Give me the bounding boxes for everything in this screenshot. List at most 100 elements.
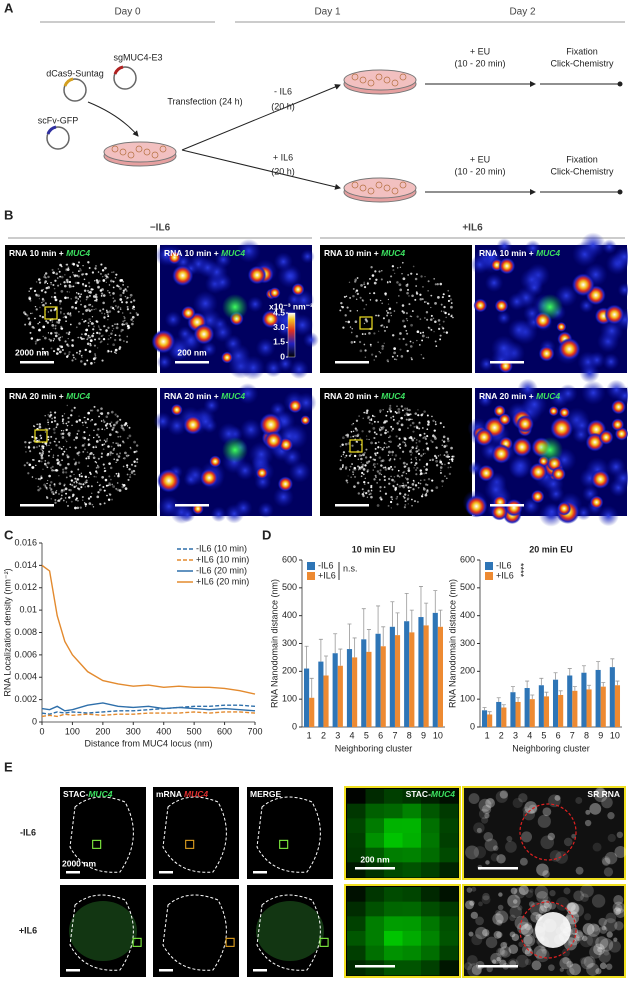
- density-blob: [179, 507, 196, 523]
- sr-spot: [117, 474, 120, 477]
- sr-spot: [64, 274, 66, 276]
- error-bar: [501, 704, 506, 708]
- sr-spot: [355, 334, 359, 338]
- sr-spot: [571, 833, 576, 839]
- cell: [143, 148, 151, 156]
- sr-spot: [404, 443, 407, 445]
- sr-spot: [106, 411, 110, 415]
- sr-spot: [94, 280, 96, 282]
- sr-spot: [59, 299, 62, 303]
- sr-spot: [78, 350, 82, 353]
- sr-spot: [411, 358, 413, 361]
- sr-spot: [130, 318, 133, 321]
- sr-spot: [373, 478, 376, 481]
- sr-spot: [40, 456, 44, 460]
- sr-spot: [549, 890, 556, 897]
- sr-spot: [362, 453, 365, 457]
- error-bar: [587, 684, 592, 690]
- pixel: [439, 931, 459, 947]
- sr-spot: [59, 275, 62, 278]
- sr-spot: [616, 831, 624, 839]
- x-tick-label: 7: [570, 730, 575, 740]
- sr-spot: [55, 331, 58, 335]
- sr-spot: [385, 429, 387, 432]
- density-blob: [507, 292, 526, 311]
- sr-spot: [45, 286, 48, 290]
- sr-spot: [63, 413, 66, 415]
- sr-spot: [33, 426, 36, 428]
- sr-spot: [394, 486, 398, 490]
- sr-spot: [408, 408, 411, 412]
- sr-spot: [82, 265, 84, 267]
- sr-spot: [440, 310, 443, 312]
- sr-spot: [372, 469, 374, 471]
- sr-spot: [385, 420, 388, 423]
- sr-spot: [45, 486, 48, 489]
- sr-spot: [102, 308, 105, 311]
- sr-spot: [540, 946, 546, 952]
- sr-spot: [91, 492, 93, 494]
- sr-spot: [101, 269, 105, 272]
- sr-spot: [425, 336, 428, 339]
- sr-spot: [88, 267, 91, 269]
- sr-spot: [60, 311, 62, 313]
- sr-spot: [402, 337, 405, 341]
- scale-bar-label: 200 nm: [360, 854, 390, 864]
- x-tick-label: 300: [126, 726, 141, 736]
- sr-spot: [379, 469, 382, 472]
- sr-spot: [87, 457, 90, 460]
- sr-spot: [47, 423, 49, 426]
- sr-spot: [48, 486, 52, 489]
- sr-spot: [354, 278, 357, 282]
- sr-spot: [90, 362, 93, 365]
- sr-spot: [563, 837, 573, 847]
- sr-spot: [549, 850, 562, 862]
- sr-spot: [389, 500, 393, 504]
- sr-spot: [352, 469, 354, 471]
- sr-spot: [136, 313, 139, 317]
- sr-spot: [79, 300, 82, 302]
- sr-spot: [50, 283, 53, 286]
- sr-spot: [509, 905, 523, 919]
- sr-spot: [389, 404, 392, 407]
- sr-spot: [119, 418, 122, 421]
- sr-spot: [417, 452, 421, 455]
- sr-spot: [115, 421, 119, 424]
- sr-spot: [101, 428, 104, 430]
- sr-spot: [95, 265, 97, 267]
- sr-spot: [51, 268, 54, 271]
- sr-spot: [68, 353, 70, 355]
- sr-spot: [100, 292, 104, 295]
- sr-spot: [48, 450, 51, 453]
- sr-spot: [54, 440, 56, 443]
- sr-spot: [383, 326, 385, 328]
- sr-spot: [78, 473, 81, 476]
- sr-spot: [485, 798, 496, 808]
- sr-spot: [75, 326, 78, 329]
- sr-spot: [407, 486, 410, 489]
- sr-spot: [614, 921, 624, 931]
- sr-spot: [380, 473, 383, 476]
- sr-spot: [124, 319, 126, 322]
- sr-spot: [364, 464, 367, 467]
- sr-spot: [396, 422, 399, 425]
- sr-spot: [112, 343, 115, 347]
- sr-spot: [444, 311, 447, 315]
- sr-spot: [351, 423, 353, 426]
- roi-box: [44, 306, 58, 320]
- pixel: [402, 931, 422, 947]
- sr-spot: [400, 423, 404, 427]
- pixel: [347, 833, 366, 849]
- sr-spot: [109, 279, 113, 283]
- sr-spot: [44, 272, 48, 275]
- density-blob: [287, 398, 303, 414]
- x-tick-label: 6: [556, 730, 561, 740]
- sr-spot: [444, 463, 446, 466]
- sr-spot: [119, 298, 123, 301]
- eu-duration: (10 - 20 min): [454, 58, 505, 68]
- sr-spot: [506, 835, 513, 842]
- sr-spot: [107, 273, 110, 276]
- sr-spot: [512, 797, 523, 809]
- sr-spot: [92, 332, 95, 335]
- sr-spot: [78, 418, 82, 422]
